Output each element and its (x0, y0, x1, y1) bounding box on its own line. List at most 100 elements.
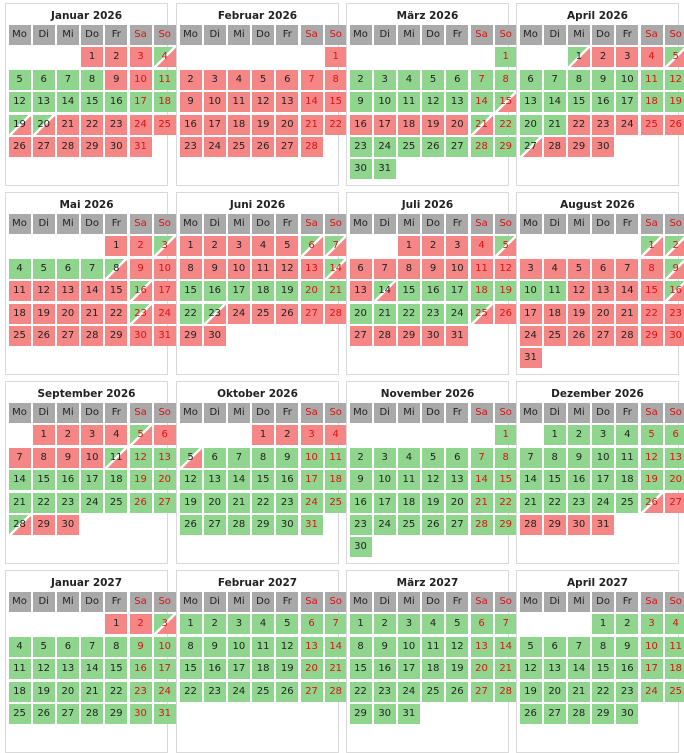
day-cell[interactable]: 19 (422, 114, 445, 135)
day-cell[interactable]: 14 (81, 659, 104, 680)
day-cell[interactable]: 31 (397, 704, 420, 724)
day-cell[interactable]: 26 (664, 114, 684, 135)
day-cell[interactable]: 17 (640, 659, 663, 680)
day-cell[interactable]: 24 (129, 114, 152, 135)
day-cell[interactable]: 9 (203, 636, 226, 657)
day-cell[interactable]: 14 (81, 281, 104, 302)
day-cell[interactable]: 12 (129, 447, 152, 468)
day-cell[interactable]: 7 (56, 69, 79, 90)
day-cell[interactable]: 20 (153, 470, 176, 491)
day-cell[interactable]: 18 (105, 470, 128, 491)
day-cell[interactable]: 27 (519, 137, 542, 157)
day-cell[interactable]: 23 (422, 303, 445, 324)
day-cell[interactable]: 22 (105, 681, 128, 702)
day-cell[interactable]: 5 (252, 69, 275, 90)
day-cell[interactable]: 18 (252, 281, 275, 302)
day-cell[interactable]: 22 (32, 492, 55, 513)
day-cell[interactable]: 2 (203, 236, 226, 257)
day-cell[interactable]: 13 (300, 636, 323, 657)
day-cell[interactable]: 4 (397, 69, 420, 90)
day-cell[interactable]: 31 (300, 515, 323, 535)
day-cell[interactable]: 3 (227, 236, 250, 257)
day-cell[interactable]: 7 (300, 69, 323, 90)
day-cell[interactable]: 12 (640, 447, 663, 468)
day-cell[interactable]: 9 (129, 258, 152, 279)
day-cell[interactable]: 25 (153, 114, 176, 135)
day-cell[interactable]: 29 (105, 326, 128, 346)
day-cell[interactable]: 12 (32, 281, 55, 302)
day-cell[interactable]: 28 (324, 303, 347, 324)
day-cell[interactable]: 8 (397, 258, 420, 279)
day-cell[interactable]: 30 (664, 326, 684, 346)
day-cell[interactable]: 27 (32, 137, 55, 157)
day-cell[interactable]: 10 (592, 447, 615, 468)
day-cell[interactable]: 9 (179, 92, 202, 113)
day-cell[interactable]: 7 (324, 614, 347, 635)
day-cell[interactable]: 13 (300, 258, 323, 279)
day-cell[interactable]: 19 (422, 492, 445, 513)
day-cell[interactable]: 12 (8, 92, 31, 113)
day-cell[interactable]: 29 (567, 137, 590, 157)
day-cell[interactable]: 27 (592, 326, 615, 346)
day-cell[interactable]: 30 (592, 137, 615, 157)
day-cell[interactable]: 11 (252, 636, 275, 657)
day-cell[interactable]: 21 (616, 303, 639, 324)
day-cell[interactable]: 21 (567, 681, 590, 702)
day-cell[interactable]: 4 (640, 47, 663, 68)
day-cell[interactable]: 25 (397, 137, 420, 157)
day-cell[interactable]: 26 (446, 681, 469, 702)
day-cell[interactable]: 21 (227, 492, 250, 513)
day-cell[interactable]: 5 (494, 236, 517, 257)
day-cell[interactable]: 31 (446, 326, 469, 346)
day-cell[interactable]: 20 (446, 114, 469, 135)
day-cell[interactable]: 30 (129, 326, 152, 346)
day-cell[interactable]: 13 (32, 92, 55, 113)
day-cell[interactable]: 17 (397, 659, 420, 680)
day-cell[interactable]: 14 (324, 258, 347, 279)
day-cell[interactable]: 25 (422, 681, 445, 702)
day-cell[interactable]: 27 (300, 303, 323, 324)
day-cell[interactable]: 18 (324, 470, 347, 491)
day-cell[interactable]: 25 (664, 681, 684, 702)
day-cell[interactable]: 5 (32, 636, 55, 657)
day-cell[interactable]: 16 (129, 281, 152, 302)
day-cell[interactable]: 5 (32, 258, 55, 279)
day-cell[interactable]: 6 (56, 636, 79, 657)
day-cell[interactable]: 22 (494, 114, 517, 135)
day-cell[interactable]: 11 (397, 92, 420, 113)
day-cell[interactable]: 10 (153, 636, 176, 657)
day-cell[interactable]: 11 (105, 447, 128, 468)
day-cell[interactable]: 6 (203, 447, 226, 468)
day-cell[interactable]: 4 (252, 236, 275, 257)
day-cell[interactable]: 13 (153, 447, 176, 468)
day-cell[interactable]: 14 (519, 470, 542, 491)
day-cell[interactable]: 19 (32, 303, 55, 324)
day-cell[interactable]: 14 (470, 470, 493, 491)
day-cell[interactable]: 28 (519, 515, 542, 535)
day-cell[interactable]: 29 (252, 515, 275, 535)
day-cell[interactable]: 30 (276, 515, 299, 535)
day-cell[interactable]: 10 (300, 447, 323, 468)
day-cell[interactable]: 12 (276, 636, 299, 657)
day-cell[interactable]: 22 (640, 303, 663, 324)
day-cell[interactable]: 19 (129, 470, 152, 491)
day-cell[interactable]: 21 (470, 114, 493, 135)
day-cell[interactable]: 4 (8, 258, 31, 279)
day-cell[interactable]: 13 (470, 636, 493, 657)
day-cell[interactable]: 6 (446, 447, 469, 468)
day-cell[interactable]: 8 (640, 258, 663, 279)
day-cell[interactable]: 10 (373, 470, 396, 491)
day-cell[interactable]: 20 (446, 492, 469, 513)
day-cell[interactable]: 8 (543, 447, 566, 468)
day-cell[interactable]: 21 (8, 492, 31, 513)
day-cell[interactable]: 27 (446, 137, 469, 157)
day-cell[interactable]: 16 (56, 470, 79, 491)
day-cell[interactable]: 15 (567, 92, 590, 113)
day-cell[interactable]: 10 (616, 69, 639, 90)
day-cell[interactable]: 15 (592, 659, 615, 680)
day-cell[interactable]: 29 (179, 326, 202, 346)
day-cell[interactable]: 11 (422, 636, 445, 657)
day-cell[interactable]: 2 (203, 614, 226, 635)
day-cell[interactable]: 8 (494, 447, 517, 468)
day-cell[interactable]: 3 (519, 258, 542, 279)
